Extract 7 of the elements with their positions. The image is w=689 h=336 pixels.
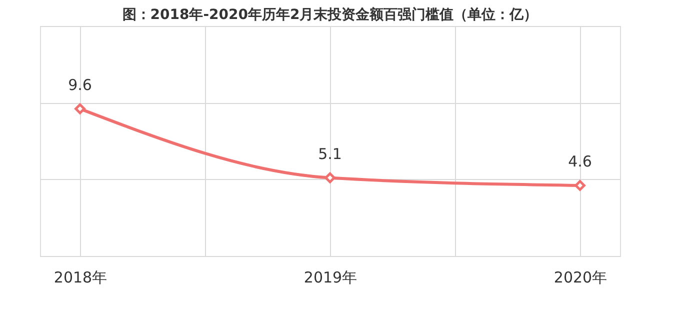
x-tick-label: 2019年 — [304, 268, 358, 286]
x-tick-label: 2018年 — [54, 268, 108, 286]
data-label: 9.6 — [68, 76, 92, 94]
chart-title: 图：2018年-2020年历年2月末投资金额百强门槛值（单位：亿） — [122, 6, 538, 23]
data-label: 5.1 — [318, 144, 342, 163]
data-label: 4.6 — [568, 152, 592, 170]
x-tick-label: 2020年 — [554, 268, 608, 286]
